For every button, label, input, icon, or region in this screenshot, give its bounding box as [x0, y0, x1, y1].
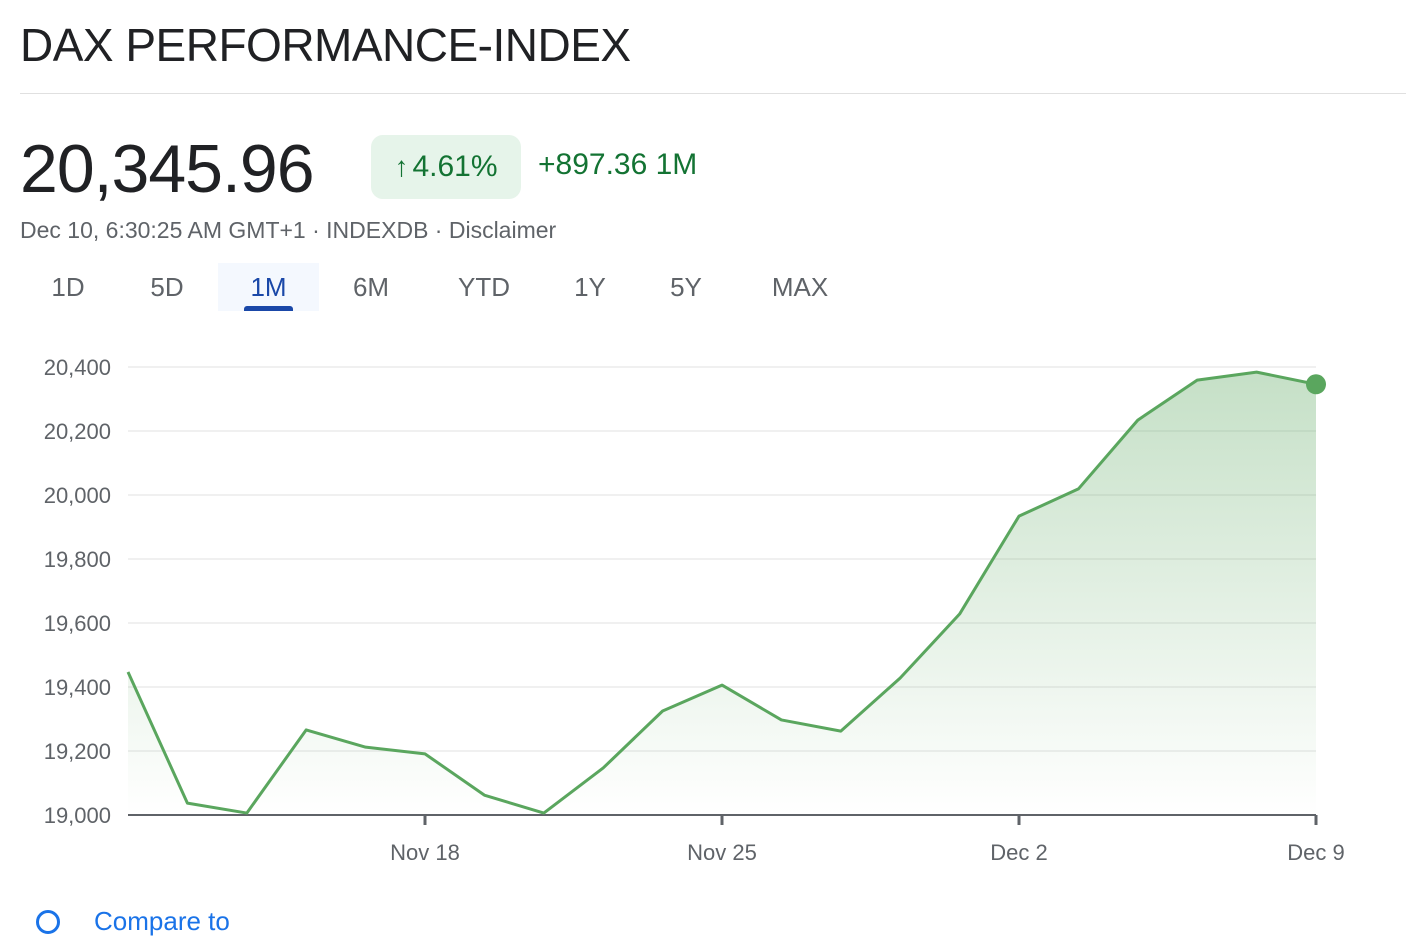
- y-tick-label: 20,200: [44, 419, 111, 444]
- y-tick-label: 19,800: [44, 547, 111, 572]
- y-tick-label: 20,400: [44, 355, 111, 380]
- y-tick-label: 20,000: [44, 483, 111, 508]
- search-icon: [36, 909, 60, 934]
- current-price: 20,345.96: [20, 131, 315, 207]
- range-tabs: 1D 5D 1M 6M YTD 1Y 5Y MAX: [20, 263, 863, 311]
- tab-1y[interactable]: 1Y: [574, 271, 606, 302]
- tab-5d[interactable]: 5D: [150, 271, 184, 302]
- tab-ytd[interactable]: YTD: [458, 271, 510, 302]
- change-percent-badge: ↑ 4.61%: [371, 135, 521, 199]
- compare-to-button[interactable]: Compare to: [36, 906, 230, 937]
- tab-5y[interactable]: 5Y: [670, 271, 702, 302]
- change-absolute: +897.36 1M: [538, 148, 698, 181]
- change-percent: 4.61%: [412, 150, 498, 183]
- divider: [20, 93, 1406, 94]
- tab-1m[interactable]: 1M: [218, 263, 319, 311]
- tab-1d[interactable]: 1D: [51, 271, 85, 302]
- tab-max[interactable]: MAX: [771, 271, 829, 302]
- x-tick-label: Dec 2: [990, 840, 1047, 865]
- price-line: [126, 370, 1317, 815]
- y-tick-label: 19,400: [44, 675, 111, 700]
- page-title: DAX PERFORMANCE-INDEX: [20, 19, 631, 71]
- quote-meta: Dec 10, 6:30:25 AM GMT+1 · INDEXDB · Dis…: [20, 217, 557, 243]
- y-tick-label: 19,000: [44, 803, 111, 828]
- y-tick-label: 19,600: [44, 611, 111, 636]
- price-area: [128, 372, 1316, 815]
- x-tick-label: Nov 25: [687, 840, 757, 865]
- tab-6m[interactable]: 6M: [352, 271, 390, 302]
- last-price-dot: [1306, 374, 1326, 395]
- compare-to-label: Compare to: [94, 906, 230, 936]
- y-tick-label: 19,200: [44, 739, 111, 764]
- x-tick-label: Nov 18: [390, 840, 460, 865]
- arrow-up-icon: ↑: [394, 151, 409, 182]
- x-tick-label: Dec 9: [1287, 840, 1344, 865]
